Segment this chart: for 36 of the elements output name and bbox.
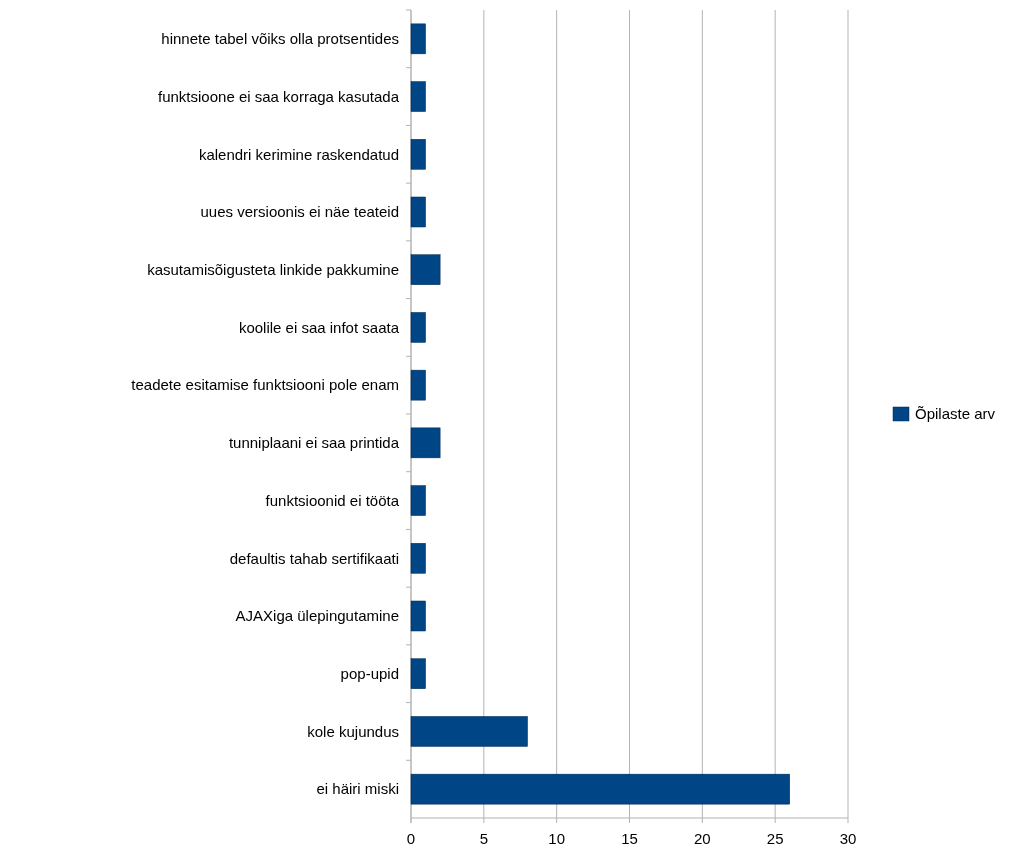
x-tick-label: 5 xyxy=(479,830,489,847)
y-tick-label: kasutamisõigusteta linkide pakkumine xyxy=(147,260,399,278)
bar xyxy=(410,427,441,459)
x-tick-label: 25 xyxy=(766,830,784,847)
y-tick-label: kole kujundus xyxy=(307,722,399,740)
y-tick-label: funktsioone ei saa korraga kasutada xyxy=(158,87,400,105)
y-tick-label: tunniplaani ei saa printida xyxy=(228,434,400,452)
bar xyxy=(410,139,426,170)
x-tick-label: 0 xyxy=(406,830,416,847)
bar xyxy=(410,773,790,805)
x-tick-label: 15 xyxy=(621,830,638,847)
bar xyxy=(410,254,441,285)
x-tick-label: 30 xyxy=(839,830,857,847)
y-tick-label: pop-upid xyxy=(340,664,399,682)
bar xyxy=(410,600,426,632)
x-tick-label: 10 xyxy=(548,830,566,847)
y-tick-label: kalendri kerimine raskendatud xyxy=(198,145,399,163)
y-tick-label: uues versioonis ei näe teateid xyxy=(200,203,399,221)
y-tick-label: koolile ei saa infot saata xyxy=(238,318,400,336)
y-tick-label: teadete esitamise funktsiooni pole enam xyxy=(131,376,399,394)
bar xyxy=(410,658,426,689)
bar xyxy=(410,485,426,516)
y-tick-label: ei häiri miski xyxy=(316,780,399,798)
y-tick-label: funktsioonid ei tööta xyxy=(265,491,400,509)
y-tick-label: hinnete tabel võiks olla protsentides xyxy=(161,30,399,48)
legend-label: Õpilaste arv xyxy=(915,405,996,423)
bar xyxy=(410,312,426,343)
bar xyxy=(410,196,426,228)
bar xyxy=(410,716,528,747)
x-tick-label: 20 xyxy=(693,830,711,847)
bar xyxy=(410,369,426,401)
y-tick-label: defaultis tahab sertifikaati xyxy=(229,549,399,567)
bar xyxy=(410,543,426,574)
bar xyxy=(410,81,426,112)
y-tick-label: AJAXiga ülepingutamine xyxy=(235,607,399,625)
bar xyxy=(410,23,426,55)
